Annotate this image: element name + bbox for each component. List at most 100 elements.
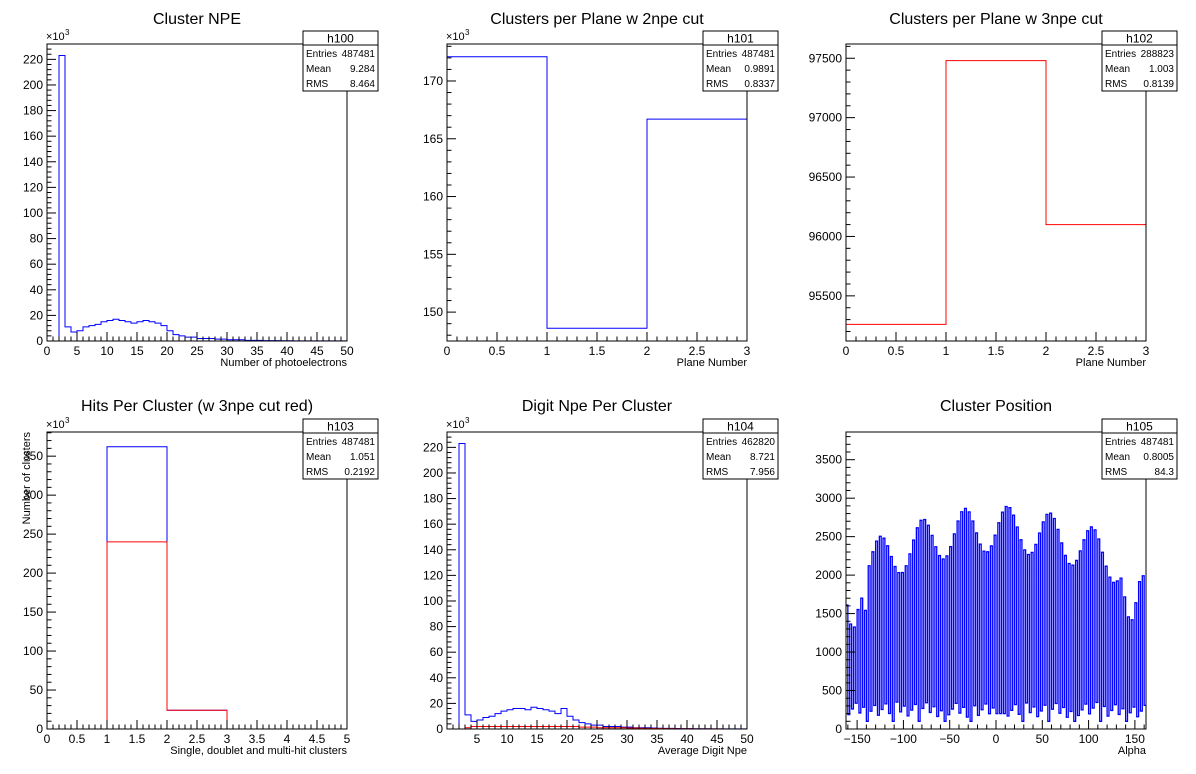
x-tick-label: 45 — [710, 732, 724, 746]
x-tick-label: 5 — [474, 732, 481, 746]
x-axis-label: Plane Number — [1076, 357, 1147, 369]
x-tick-label: 0 — [843, 344, 850, 358]
y-tick-label: 350 — [23, 449, 43, 463]
y-tick-label: 60 — [430, 645, 444, 659]
stats-rms-value: 0.8337 — [744, 79, 775, 90]
y-tick-label: 200 — [23, 566, 43, 580]
stats-entries-value: 487481 — [342, 437, 376, 448]
x-tick-label: 10 — [100, 344, 114, 358]
x-tick-label: 50 — [1036, 732, 1050, 746]
histogram-series-2 — [47, 541, 347, 730]
y-tick-label: 160 — [23, 129, 43, 143]
x-tick-label: 25 — [590, 732, 604, 746]
plot-frame — [845, 43, 1147, 342]
stats-histogram-name: h103 — [327, 420, 354, 434]
stats-histogram-name: h105 — [1126, 420, 1153, 434]
x-tick-label: −100 — [890, 732, 917, 746]
stats-box: h100 Entries 487481 Mean 9.284 RMS 8.464 — [302, 30, 379, 92]
chart-title: Clusters per Plane w 2npe cut — [490, 11, 704, 28]
y-axis-multiplier-exponent: 3 — [65, 28, 70, 37]
plot-frame — [446, 431, 748, 730]
y-tick-label: 0 — [436, 722, 443, 736]
stats-rms-label: RMS — [306, 79, 329, 90]
stats-entries-value: 462820 — [742, 437, 776, 448]
y-axis-multiplier: ×10 — [46, 31, 65, 43]
y-tick-label: 250 — [23, 527, 43, 541]
stats-rms-label: RMS — [706, 467, 729, 478]
y-tick-label: 200 — [423, 466, 443, 480]
stats-mean-label: Mean — [1105, 64, 1130, 75]
chart-title: Cluster NPE — [153, 11, 241, 28]
y-tick-label: 80 — [30, 232, 44, 246]
stats-mean-label: Mean — [706, 452, 731, 463]
histogram-series-1 — [47, 446, 347, 730]
x-tick-label: 2 — [164, 732, 171, 746]
y-tick-label: 170 — [423, 74, 443, 88]
x-tick-label: 1 — [943, 344, 950, 358]
x-tick-label: 0.5 — [888, 344, 905, 358]
stats-rms-value: 84.3 — [1155, 467, 1175, 478]
stats-histogram-name: h100 — [327, 32, 354, 46]
x-tick-label: 3 — [1143, 344, 1150, 358]
stats-box-frame — [302, 418, 379, 480]
y-tick-label: 20 — [430, 696, 444, 710]
x-tick-label: 2.5 — [189, 732, 206, 746]
stats-box-frame — [702, 30, 779, 92]
x-tick-label: 40 — [280, 344, 294, 358]
histogram-series-1 — [47, 55, 347, 342]
y-tick-label: 220 — [423, 440, 443, 454]
y-tick-label: 97500 — [809, 51, 843, 65]
stats-histogram-name: h104 — [727, 420, 754, 434]
y-tick-label: 160 — [423, 517, 443, 531]
x-tick-label: 0 — [993, 732, 1000, 746]
x-tick-label: 15 — [530, 732, 544, 746]
stats-mean-value: 0.8005 — [1143, 452, 1174, 463]
stats-entries-label: Entries — [306, 49, 337, 60]
y-tick-label: 3000 — [815, 491, 842, 505]
y-tick-label: 100 — [23, 644, 43, 658]
y-tick-label: 500 — [822, 684, 842, 698]
stats-rms-value: 7.956 — [750, 467, 775, 478]
x-tick-label: 0.5 — [489, 344, 506, 358]
stats-mean-value: 1.051 — [350, 452, 375, 463]
x-tick-label: 2.5 — [1088, 344, 1105, 358]
y-tick-label: 40 — [430, 671, 444, 685]
x-axis-label: Plane Number — [677, 357, 748, 369]
x-tick-label: 2.5 — [689, 344, 706, 358]
y-tick-label: 180 — [423, 492, 443, 506]
x-tick-label: 35 — [250, 344, 264, 358]
x-axis-label: Alpha — [1118, 745, 1147, 757]
x-tick-label: 100 — [1079, 732, 1099, 746]
x-tick-label: 20 — [560, 732, 574, 746]
stats-box: h104 Entries 462820 Mean 8.721 RMS 7.956 — [702, 418, 779, 480]
stats-mean-value: 8.721 — [750, 452, 775, 463]
stats-entries-label: Entries — [706, 49, 737, 60]
y-tick-label: 100 — [423, 594, 443, 608]
chart-title: Hits Per Cluster (w 3npe cut red) — [81, 398, 313, 415]
y-tick-label: 220 — [23, 52, 43, 66]
y-tick-label: 0 — [835, 722, 842, 736]
x-tick-label: 5 — [74, 344, 81, 358]
y-tick-label: 120 — [423, 568, 443, 582]
y-tick-label: 95500 — [809, 289, 843, 303]
x-tick-label: 5 — [344, 732, 351, 746]
y-tick-label: 165 — [423, 132, 443, 146]
x-tick-label: 40 — [680, 732, 694, 746]
x-tick-label: 4.5 — [309, 732, 326, 746]
stats-entries-value: 487481 — [1141, 437, 1175, 448]
stats-mean-label: Mean — [306, 452, 331, 463]
x-tick-label: 50 — [740, 732, 754, 746]
y-tick-label: 155 — [423, 247, 443, 261]
stats-rms-value: 0.2192 — [344, 467, 375, 478]
stats-rms-value: 0.8139 — [1143, 79, 1174, 90]
histogram-series-1 — [447, 56, 747, 329]
plot-frame — [446, 43, 748, 342]
chart-panel-1: Cluster NPE 0 5 10 15 20 25 30 35 40 45 50 0 20 40 60 80… — [23, 11, 379, 369]
chart-title: Digit Npe Per Cluster — [522, 398, 673, 415]
x-tick-label: 3 — [744, 344, 751, 358]
stats-box: h103 Entries 487481 Mean 1.051 RMS 0.2192 — [302, 418, 379, 480]
stats-mean-label: Mean — [706, 64, 731, 75]
histogram-series-1 — [846, 505, 1146, 722]
stats-box-frame — [702, 418, 779, 480]
